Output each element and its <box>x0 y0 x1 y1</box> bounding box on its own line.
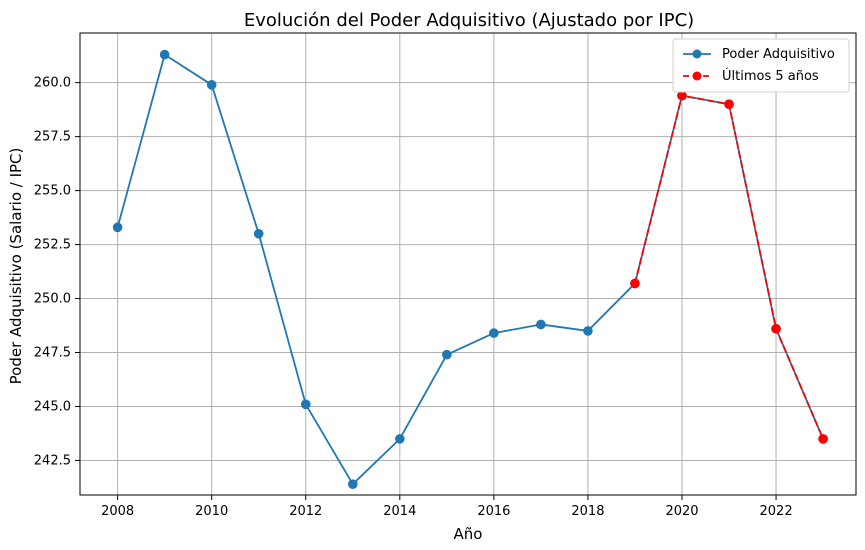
plot-frame <box>79 32 857 496</box>
data-series <box>112 49 828 490</box>
y-tick-label: 252.5 <box>34 238 71 253</box>
y-tick-label: 250.0 <box>34 292 71 307</box>
x-tick-label: 2008 <box>101 504 134 519</box>
y-axis-label: Poder Adquisitivo (Salario / IPC) <box>7 148 25 385</box>
y-tick-label: 247.5 <box>34 346 71 361</box>
data-point-ultimos-5-anos <box>771 323 781 334</box>
x-tick-label: 2010 <box>195 504 228 519</box>
data-point-poder-adquisitivo <box>395 434 405 444</box>
chart-title: Evolución del Poder Adquisitivo (Ajustad… <box>244 10 694 31</box>
axes: 2008 2010 2012 2014 2016 2018 2020 2022 242.5 245… <box>34 32 857 519</box>
data-point-poder-adquisitivo <box>489 328 499 338</box>
data-point-poder-adquisitivo <box>206 80 217 90</box>
data-point-ultimos-5-anos <box>818 434 828 444</box>
y-tick-label: 245.0 <box>34 399 71 414</box>
legend-marker-poder-adquisitivo <box>692 49 702 59</box>
data-point-poder-adquisitivo <box>253 228 264 239</box>
data-point-ultimos-5-anos <box>724 99 734 110</box>
x-tick-label: 2020 <box>665 504 698 519</box>
legend-label-ultimos-5-anos: Últimos 5 años <box>722 68 819 84</box>
legend-marker-ultimos-5-anos <box>692 71 702 81</box>
series-line-poder-adquisitivo <box>116 53 824 486</box>
y-tick-label: 260.0 <box>34 76 71 91</box>
y-tick-label: 255.0 <box>34 184 71 199</box>
x-tick-label: 2014 <box>383 504 416 519</box>
data-point-poder-adquisitivo <box>442 349 452 360</box>
data-point-poder-adquisitivo <box>347 479 358 490</box>
data-point-poder-adquisitivo <box>300 399 311 410</box>
data-point-ultimos-5-anos <box>630 278 640 289</box>
grid-lines <box>80 33 856 495</box>
legend-box <box>672 38 850 93</box>
x-tick-label: 2016 <box>477 504 510 519</box>
y-tick-label: 257.5 <box>34 130 71 145</box>
data-point-poder-adquisitivo <box>583 326 593 336</box>
legend-label-poder-adquisitivo: Poder Adquisitivo <box>722 47 835 62</box>
x-tick-label: 2018 <box>571 504 604 519</box>
x-tick-label: 2022 <box>760 504 793 519</box>
x-axis-label: Año <box>454 525 483 543</box>
legend: Poder Adquisitivo Últimos 5 años <box>672 38 850 93</box>
data-point-poder-adquisitivo <box>112 222 123 233</box>
y-tick-label: 242.5 <box>34 453 71 468</box>
data-point-poder-adquisitivo <box>159 49 170 60</box>
x-tick-label: 2012 <box>289 504 322 519</box>
data-point-poder-adquisitivo <box>536 319 546 330</box>
